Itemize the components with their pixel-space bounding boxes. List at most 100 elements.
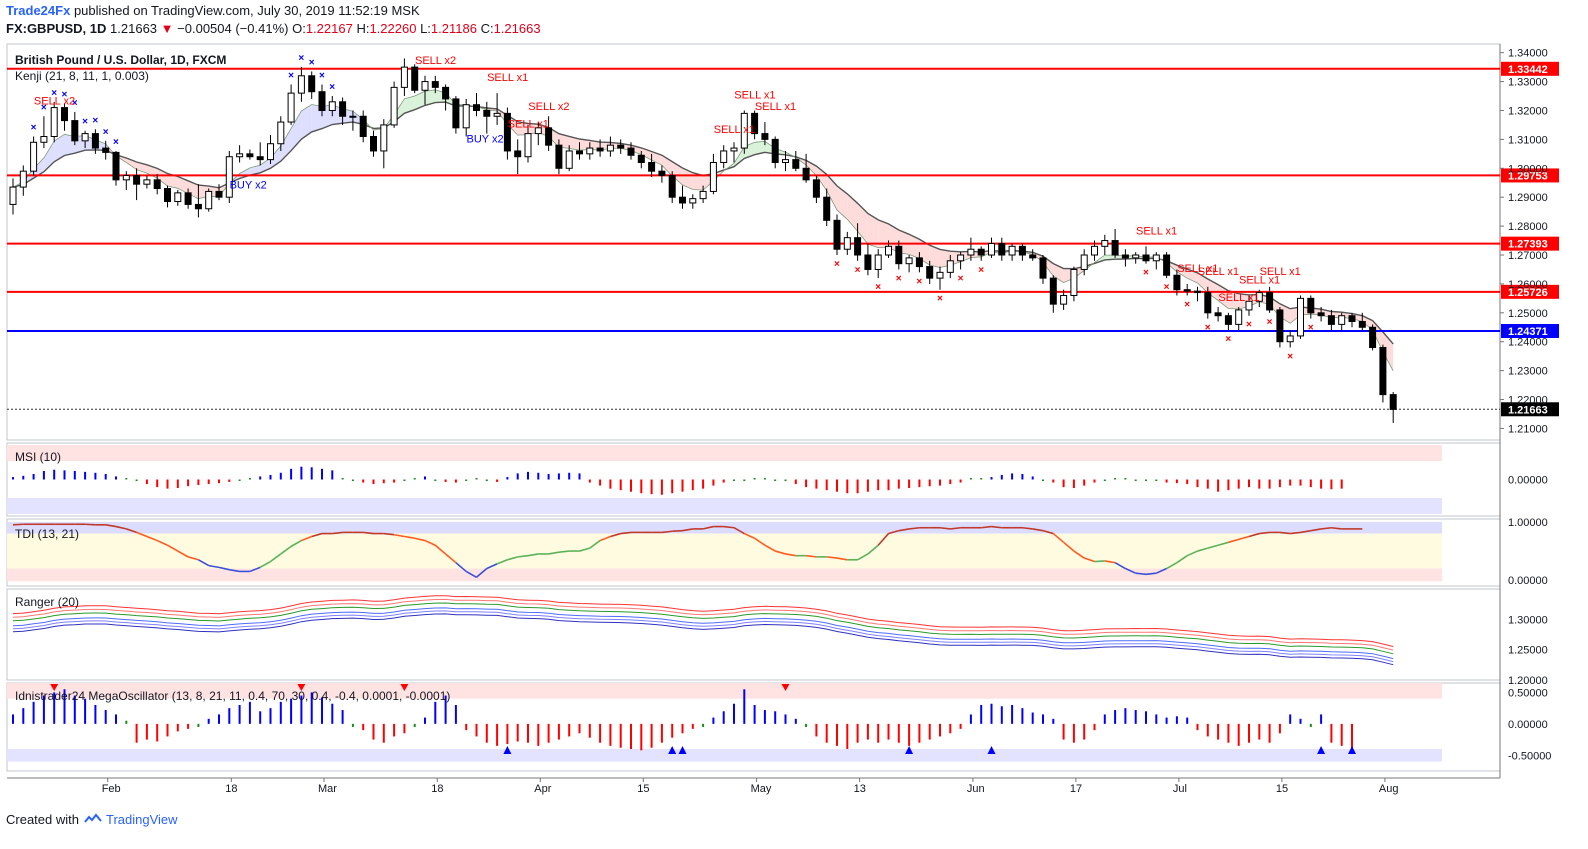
time-tick-label: Aug <box>1379 783 1399 795</box>
last-price-tag <box>1501 402 1559 417</box>
low-value: 1.21186 <box>430 21 477 36</box>
candle-body <box>483 109 491 117</box>
kenji-band-segment <box>167 173 178 189</box>
ranger-line-0 <box>12 595 1394 647</box>
tdi-line-segment <box>290 539 302 548</box>
tdi-line-segment <box>434 544 447 555</box>
tdi-line-segment <box>1300 529 1311 534</box>
candle-body <box>1214 312 1222 317</box>
kenji-band-segment <box>837 185 848 220</box>
candle-body <box>936 271 944 279</box>
candle-body <box>627 147 635 156</box>
msi-upper-zone <box>7 445 1442 461</box>
kenji-band-segment <box>929 245 940 268</box>
signal-annotation-2: SELL x1 <box>487 72 528 84</box>
tdi-line-segment <box>867 544 879 555</box>
candle-body <box>565 150 573 169</box>
tdi-line-segment <box>465 570 477 578</box>
tdi-line-segment <box>1186 550 1198 557</box>
tdi-line-segment <box>1032 528 1044 532</box>
candle-body <box>1327 315 1335 325</box>
tdi-line-segment <box>1228 538 1239 544</box>
sell-cross-marker: × <box>937 294 943 305</box>
tdi-line-segment <box>1114 561 1126 570</box>
candle-body <box>277 121 285 145</box>
msi-lower-zone <box>7 498 1442 514</box>
tdi-line-segment <box>1125 567 1137 574</box>
publisher-name[interactable]: Trade24Fx <box>6 3 71 18</box>
candle-body <box>761 133 769 140</box>
low-label: L: <box>420 21 431 36</box>
candle-body <box>205 190 213 210</box>
sell-cross-marker: × <box>1205 323 1211 334</box>
kenji-band-segment <box>816 166 827 191</box>
candle-body <box>1266 292 1274 311</box>
candle-body <box>740 112 748 149</box>
mega-pane-title: Idnistrader24 MegaOscillator (13, 8, 21,… <box>15 689 450 703</box>
candle-body <box>215 190 223 198</box>
ranger-line-2 <box>12 602 1394 655</box>
candle-body <box>225 156 233 198</box>
candle-body <box>926 266 934 279</box>
mega-buy-triangle <box>668 746 677 755</box>
level-label-0: 1.33442 <box>1508 64 1548 76</box>
candle-body <box>184 192 192 205</box>
created-with-text: Created with <box>6 812 79 827</box>
tdi-line-segment <box>981 525 992 529</box>
candle-body <box>194 203 202 210</box>
candle-body <box>854 237 862 256</box>
candle-body <box>164 188 171 203</box>
tdi-line-segment <box>702 525 714 530</box>
tdi-line-segment <box>1073 550 1085 559</box>
tdi-line-segment <box>877 533 890 546</box>
kenji-band-segment <box>734 146 745 167</box>
time-tick-label: 15 <box>637 783 649 795</box>
signal-annotation-15: BUY x2 <box>467 133 504 145</box>
candle-body <box>122 175 130 181</box>
mega-sell-triangle <box>781 684 790 691</box>
mega-buy-triangle <box>1317 746 1326 755</box>
price-tick-label: 1.31000 <box>1508 134 1548 146</box>
buy-cross-marker: × <box>82 117 88 128</box>
tdi-line-segment <box>1331 526 1342 530</box>
candle-body <box>1070 268 1078 296</box>
sell-cross-marker: × <box>855 265 861 276</box>
candle-body <box>1194 290 1201 294</box>
chart-canvas[interactable]: 1.33442 1.29753 1.27393 1.25726 1.24371 1.216… <box>0 0 1588 812</box>
candle-body <box>1049 277 1057 305</box>
ranger-line-5 <box>12 613 1394 666</box>
signal-annotation-10: SELL x1 <box>1198 266 1239 278</box>
time-tick-label: Jun <box>967 783 985 795</box>
candle-body <box>308 75 316 93</box>
signal-annotation-1: SELL x2 <box>415 55 456 67</box>
candle-body <box>328 101 336 111</box>
tdi-line-segment <box>898 528 910 532</box>
candle-body <box>19 170 27 188</box>
candle-body <box>874 254 882 270</box>
mega-buy-triangle <box>1348 746 1356 755</box>
price-tick-label: 1.28000 <box>1508 221 1548 233</box>
tdi-line-segment <box>414 537 426 542</box>
candle-body <box>1142 254 1150 262</box>
candle-body <box>998 242 1006 256</box>
candle-body <box>792 159 800 169</box>
candle-body <box>946 260 954 273</box>
tdi-line-segment <box>311 532 323 538</box>
tradingview-brand[interactable]: TradingView <box>106 812 178 827</box>
candle-body <box>545 127 553 146</box>
kenji-band-segment <box>126 158 137 170</box>
tdi-line-segment <box>280 545 292 555</box>
signal-annotation-5: SELL x1 <box>714 124 755 136</box>
mega-tick-label: 0.00000 <box>1508 719 1548 731</box>
kenji-band-segment <box>579 139 590 151</box>
candle-body <box>1307 297 1315 314</box>
sell-cross-marker: × <box>1287 352 1293 363</box>
time-tick-label: Apr <box>534 783 551 795</box>
candle-body <box>442 86 450 100</box>
tdi-line-segment <box>991 525 1002 529</box>
candle-body <box>256 156 264 161</box>
kenji-band-segment <box>249 165 261 176</box>
level-tag-1 <box>1501 168 1559 183</box>
candle-body <box>812 179 820 198</box>
candle-body <box>91 133 99 149</box>
